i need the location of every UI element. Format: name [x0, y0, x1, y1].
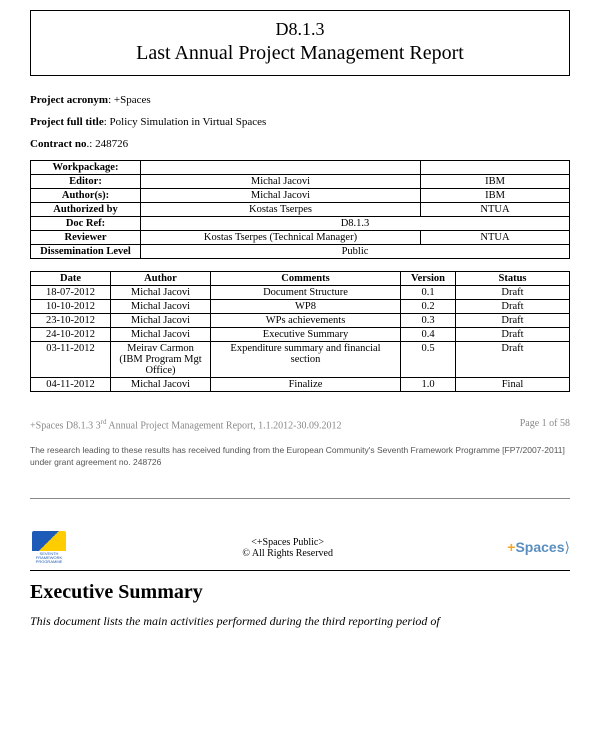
- meta-contract: Contract no.: 248726: [30, 138, 570, 150]
- cell-comments: WPs achievements: [211, 314, 401, 328]
- cell-author: Michal Jacovi: [111, 378, 211, 392]
- page-footer: +Spaces D8.1.3 3rd Annual Project Manage…: [30, 418, 570, 431]
- info-org: IBM: [421, 189, 570, 203]
- info-label: Author(s):: [31, 189, 141, 203]
- meta-value: : +Spaces: [108, 94, 151, 106]
- cell-comments: Executive Summary: [211, 328, 401, 342]
- cell-author: Meirav Carmon (IBM Program Mgt Office): [111, 342, 211, 378]
- info-value: [141, 161, 421, 175]
- table-row: 24-10-2012Michal JacoviExecutive Summary…: [31, 328, 570, 342]
- cell-version: 0.4: [401, 328, 456, 342]
- cell-date: 23-10-2012: [31, 314, 111, 328]
- cell-status: Draft: [456, 286, 570, 300]
- fp7-logo-icon: SEVENTH FRAMEWORK PROGRAMME: [30, 531, 68, 564]
- table-row: Editor: Michal Jacovi IBM: [31, 175, 570, 189]
- info-label: Authorized by: [31, 203, 141, 217]
- table-row: Author(s): Michal Jacovi IBM: [31, 189, 570, 203]
- info-value: D8.1.3: [141, 217, 570, 231]
- info-label: Doc Ref:: [31, 217, 141, 231]
- info-value: Public: [141, 245, 570, 259]
- title-box: D8.1.3 Last Annual Project Management Re…: [30, 10, 570, 76]
- separator: [30, 498, 570, 499]
- info-org: IBM: [421, 175, 570, 189]
- meta-label: Project acronym: [30, 94, 108, 106]
- cell-author: Michal Jacovi: [111, 328, 211, 342]
- col-version: Version: [401, 272, 456, 286]
- cell-author: Michal Jacovi: [111, 286, 211, 300]
- table-row: 04-11-2012Michal JacoviFinalize1.0Final: [31, 378, 570, 392]
- cell-version: 0.5: [401, 342, 456, 378]
- cell-comments: Expenditure summary and financial sectio…: [211, 342, 401, 378]
- copyright: © All Rights Reserved: [242, 548, 333, 559]
- meta-acronym: Project acronym: +Spaces: [30, 94, 570, 106]
- info-value: Michal Jacovi: [141, 175, 421, 189]
- footer-left: +Spaces D8.1.3 3rd Annual Project Manage…: [30, 418, 341, 431]
- cell-author: Michal Jacovi: [111, 314, 211, 328]
- table-row: Doc Ref: D8.1.3: [31, 217, 570, 231]
- doc-title: Last Annual Project Management Report: [31, 42, 569, 65]
- fp7-flag-icon: [32, 531, 66, 551]
- info-label: Editor:: [31, 175, 141, 189]
- cell-date: 10-10-2012: [31, 300, 111, 314]
- section-rule: [30, 570, 570, 571]
- table-row: Reviewer Kostas Tserpes (Technical Manag…: [31, 231, 570, 245]
- table-row: 18-07-2012Michal JacoviDocument Structur…: [31, 286, 570, 300]
- classification: <+Spaces Public>: [242, 537, 333, 548]
- cell-date: 03-11-2012: [31, 342, 111, 378]
- cell-author: Michal Jacovi: [111, 300, 211, 314]
- cell-version: 0.1: [401, 286, 456, 300]
- col-comments: Comments: [211, 272, 401, 286]
- cell-date: 04-11-2012: [31, 378, 111, 392]
- info-label: Reviewer: [31, 231, 141, 245]
- table-row: 10-10-2012Michal JacoviWP80.2Draft: [31, 300, 570, 314]
- fp7-caption: SEVENTH FRAMEWORK PROGRAMME: [30, 552, 68, 564]
- info-org: NTUA: [421, 203, 570, 217]
- cell-version: 0.3: [401, 314, 456, 328]
- table-row: Dissemination Level Public: [31, 245, 570, 259]
- funding-statement: The research leading to these results ha…: [30, 445, 570, 468]
- col-author: Author: [111, 272, 211, 286]
- cell-status: Draft: [456, 328, 570, 342]
- col-date: Date: [31, 272, 111, 286]
- center-footer: <+Spaces Public> © All Rights Reserved: [242, 537, 333, 559]
- executive-summary-heading: Executive Summary: [30, 581, 570, 604]
- info-table: Workpackage: Editor: Michal Jacovi IBM A…: [30, 160, 570, 259]
- meta-fulltitle: Project full title: Policy Simulation in…: [30, 116, 570, 128]
- info-org: [421, 161, 570, 175]
- cell-version: 0.2: [401, 300, 456, 314]
- cell-status: Draft: [456, 314, 570, 328]
- info-value: Kostas Tserpes: [141, 203, 421, 217]
- info-label: Workpackage:: [31, 161, 141, 175]
- executive-summary-body: This document lists the main activities …: [30, 614, 570, 629]
- cell-comments: WP8: [211, 300, 401, 314]
- cell-comments: Finalize: [211, 378, 401, 392]
- cell-date: 24-10-2012: [31, 328, 111, 342]
- cell-date: 18-07-2012: [31, 286, 111, 300]
- table-row: 03-11-2012Meirav Carmon (IBM Program Mgt…: [31, 342, 570, 378]
- meta-value: : Policy Simulation in Virtual Spaces: [104, 116, 267, 128]
- cell-status: Final: [456, 378, 570, 392]
- bottom-block: SEVENTH FRAMEWORK PROGRAMME <+Spaces Pub…: [30, 531, 570, 564]
- meta-label: Project full title: [30, 116, 104, 128]
- meta-value: .: 248726: [87, 138, 129, 150]
- table-row: 23-10-2012Michal JacoviWPs achievements0…: [31, 314, 570, 328]
- table-row: Workpackage:: [31, 161, 570, 175]
- info-value: Michal Jacovi: [141, 189, 421, 203]
- info-value: Kostas Tserpes (Technical Manager): [141, 231, 421, 245]
- cell-status: Draft: [456, 300, 570, 314]
- table-row: Authorized by Kostas Tserpes NTUA: [31, 203, 570, 217]
- col-status: Status: [456, 272, 570, 286]
- info-org: NTUA: [421, 231, 570, 245]
- table-header-row: Date Author Comments Version Status: [31, 272, 570, 286]
- meta-label: Contract no: [30, 138, 87, 150]
- cell-comments: Document Structure: [211, 286, 401, 300]
- info-label: Dissemination Level: [31, 245, 141, 259]
- cell-status: Draft: [456, 342, 570, 378]
- cell-version: 1.0: [401, 378, 456, 392]
- doc-code: D8.1.3: [31, 19, 569, 40]
- footer-page: Page 1 of 58: [520, 418, 570, 431]
- history-table: Date Author Comments Version Status 18-0…: [30, 271, 570, 392]
- spaces-logo-icon: +Spaces⟩: [507, 539, 570, 556]
